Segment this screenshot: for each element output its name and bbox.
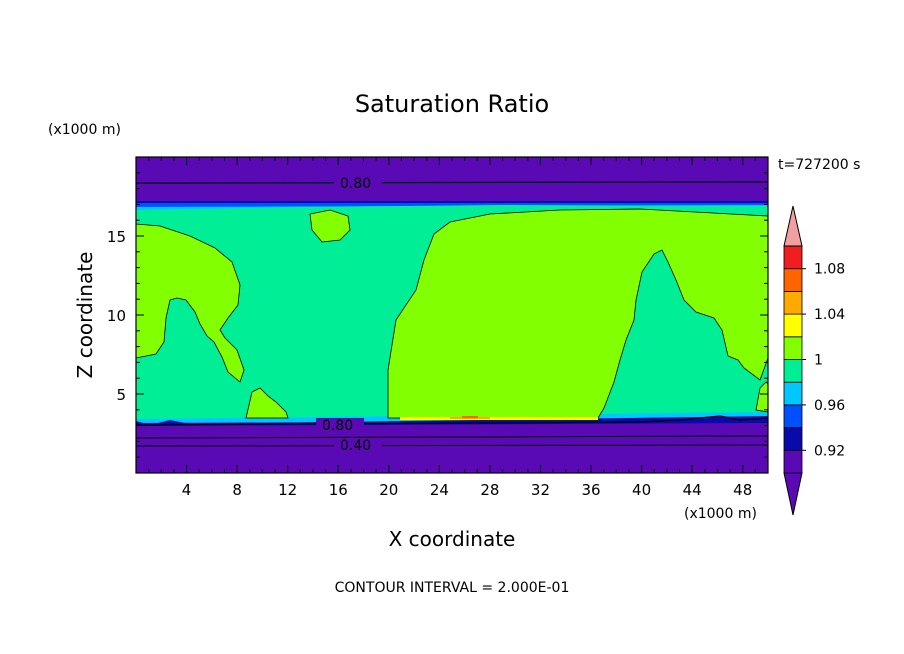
colorbar-segment [783,449,803,474]
plot-area [136,157,768,473]
y-tick-label: 15 [107,228,126,246]
x-tick-label: 4 [182,481,192,499]
x-tick-label: 24 [430,481,449,499]
y-tick-label: 10 [107,307,126,325]
colorbar-tick-label: 0.96 [814,398,845,414]
x-tick-label: 32 [531,481,550,499]
y-axis-label: Z coordinate [73,252,97,379]
colorbar-tick-label: 1.04 [814,307,845,323]
contour-label-bg-2 [316,418,364,432]
contour-label-bg-3 [334,438,382,454]
x-tick-label: 36 [581,481,600,499]
contour-line-lower-2 [136,435,768,439]
cloud-region-main [387,208,768,419]
colorbar-tick-label: 0.92 [814,443,845,459]
y-axis-ticks: 5 10 15 [107,172,768,458]
colorbar-tick-label: 1 [814,353,823,369]
y-axis-unit: (x1000 m) [48,122,121,138]
colorbar-segment [783,359,803,383]
contour-label-bg-1 [334,172,382,190]
x-tick-label: 12 [278,481,297,499]
x-tick-label: 48 [733,481,752,499]
x-axis-unit: (x1000 m) [684,506,757,522]
x-axis-ticks: 4 8 12 16 20 24 28 32 36 40 44 48 [148,157,756,499]
colorbar: 0.92 0.96 1 1.04 1.08 [783,205,845,516]
colorbar-segment [783,268,803,292]
cloud-region-bump-left [245,387,289,419]
supersaturated-streak-red [462,416,478,418]
cloud-region-left [136,223,245,383]
colorbar-tick-label: 1.08 [814,262,845,278]
contour-line-lower-3 [136,444,768,447]
contour-line-lower-1 [136,415,768,426]
supersaturated-streak-yellow [400,417,598,420]
contour-label-upper: 0.80 [340,176,371,192]
cloud-region-right-edge [755,381,768,413]
colorbar-segment [783,381,803,406]
x-tick-label: 40 [632,481,651,499]
colorbar-segment [783,290,803,315]
colorbar-segment [783,427,803,451]
x-axis-label: X coordinate [389,527,516,551]
x-tick-label: 44 [683,481,702,499]
chart-title: Saturation Ratio [355,90,549,118]
colorbar-segment [783,245,803,270]
colorbar-segment [783,336,803,360]
x-tick-label: 16 [329,481,348,499]
x-tick-label: 20 [379,481,398,499]
y-tick-label: 5 [116,386,126,404]
time-label: t=727200 s [778,157,860,173]
colorbar-extend-min [783,472,803,516]
colorbar-extend-max [783,205,803,247]
cloud-region-small [309,209,351,243]
x-tick-label: 8 [232,481,242,499]
contour-line-upper [136,181,768,184]
colorbar-segment [783,404,803,428]
contour-label-lower: 0.40 [340,438,371,454]
contour-interval-note: CONTOUR INTERVAL = 2.000E-01 [335,580,570,596]
x-tick-label: 28 [480,481,499,499]
colorbar-segment [783,313,803,338]
contour-label-middle: 0.80 [322,418,353,434]
